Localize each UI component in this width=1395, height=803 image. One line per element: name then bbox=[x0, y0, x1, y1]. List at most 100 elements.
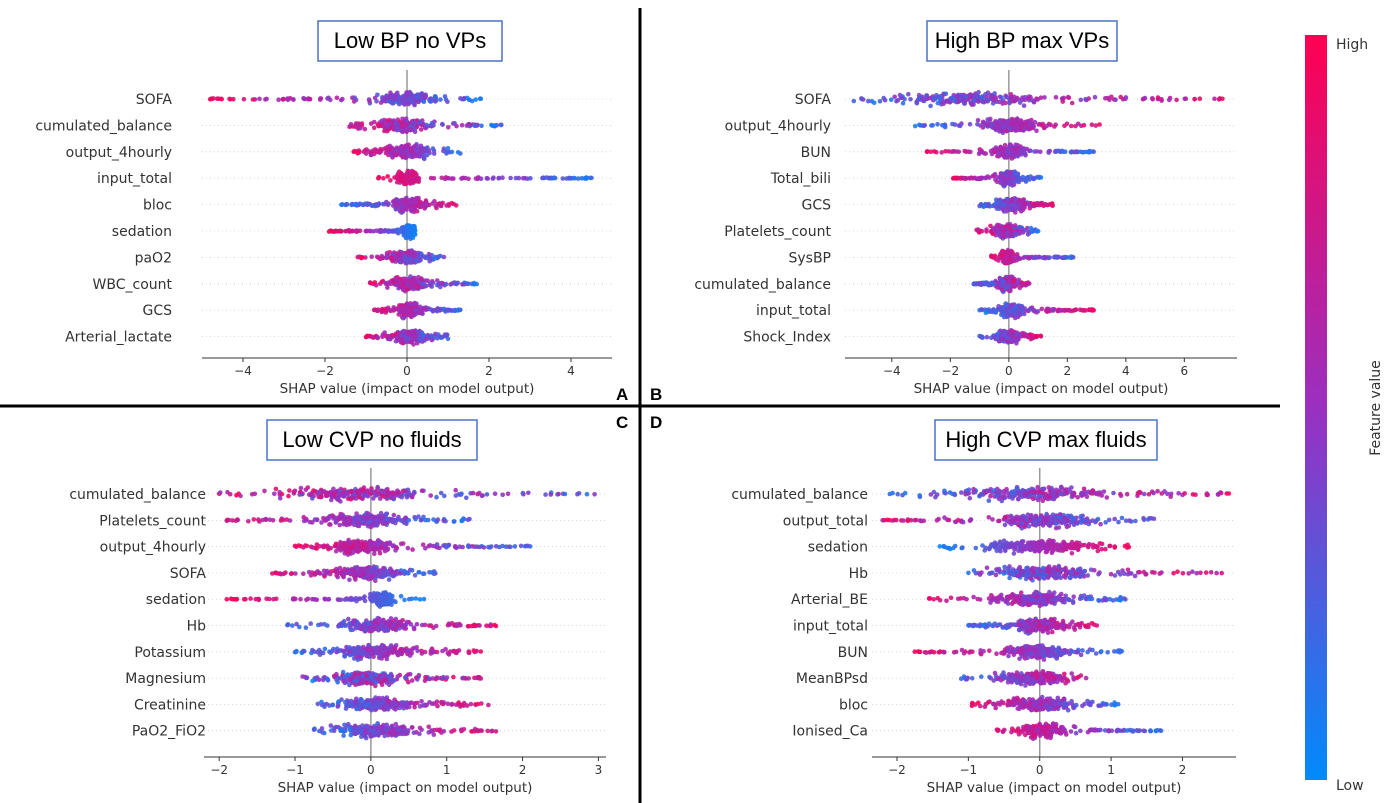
shap-point bbox=[425, 336, 430, 342]
shap-point bbox=[983, 151, 988, 156]
shap-point bbox=[1093, 123, 1099, 128]
shap-point bbox=[1003, 122, 1009, 127]
feature-label: Total_bili bbox=[770, 171, 831, 187]
shap-point bbox=[584, 175, 589, 181]
shap-point bbox=[438, 281, 443, 286]
shap-point bbox=[372, 280, 378, 285]
shap-point bbox=[426, 251, 432, 257]
shap-point bbox=[455, 150, 461, 155]
shap-point bbox=[1001, 279, 1006, 284]
shap-point bbox=[412, 143, 417, 149]
shap-point bbox=[445, 307, 451, 313]
shap-point bbox=[1166, 97, 1172, 103]
shap-point bbox=[401, 127, 407, 132]
shap-point bbox=[1083, 97, 1088, 102]
shap-point bbox=[442, 94, 448, 99]
shap-point bbox=[408, 123, 413, 129]
shap-point bbox=[1051, 307, 1057, 313]
shap-point bbox=[918, 123, 923, 128]
feature-swarm bbox=[355, 248, 447, 266]
shap-point bbox=[944, 99, 949, 104]
shap-point bbox=[1052, 254, 1057, 260]
shap-point bbox=[421, 156, 427, 161]
feature-swarm bbox=[974, 221, 1041, 241]
shap-point bbox=[337, 228, 342, 234]
shap-point bbox=[385, 285, 390, 290]
shap-point bbox=[1113, 97, 1118, 102]
shap-point bbox=[1009, 156, 1015, 161]
shap-point bbox=[381, 228, 387, 234]
shap-point bbox=[1011, 279, 1016, 284]
shap-point bbox=[406, 101, 411, 107]
shap-point bbox=[390, 228, 395, 234]
shap-point bbox=[325, 96, 330, 101]
shap-point bbox=[381, 176, 386, 181]
panel-title: High BP max VPs bbox=[935, 28, 1109, 53]
shap-point bbox=[1053, 148, 1059, 154]
shap-point bbox=[411, 333, 416, 338]
shap-point bbox=[1003, 93, 1008, 99]
x-tick-label: 4 bbox=[1122, 364, 1130, 378]
shap-point bbox=[997, 200, 1003, 205]
shap-point bbox=[388, 255, 394, 260]
shap-point bbox=[385, 333, 391, 339]
shap-point bbox=[1035, 97, 1040, 102]
shap-point bbox=[928, 103, 933, 109]
shap-point bbox=[417, 147, 423, 152]
shap-point bbox=[986, 203, 991, 208]
shap-point bbox=[961, 98, 967, 103]
shap-point bbox=[406, 142, 412, 147]
shap-point bbox=[908, 97, 913, 102]
shap-point bbox=[379, 306, 385, 312]
shap-point bbox=[1182, 96, 1188, 102]
feature-swarm bbox=[326, 223, 418, 242]
shap-point bbox=[355, 150, 360, 156]
shap-point bbox=[281, 96, 286, 102]
shap-point bbox=[1007, 256, 1013, 262]
shap-point bbox=[924, 93, 929, 98]
shap-point bbox=[435, 306, 441, 311]
shap-point bbox=[977, 150, 983, 155]
shap-point bbox=[1020, 205, 1026, 211]
shap-point bbox=[1028, 126, 1033, 131]
shap-point bbox=[1018, 150, 1023, 155]
shap-point bbox=[408, 274, 413, 279]
shap-point bbox=[412, 129, 418, 135]
shap-point bbox=[421, 99, 427, 104]
shap-point bbox=[402, 254, 407, 259]
shap-point bbox=[935, 122, 940, 127]
shap-point bbox=[999, 231, 1004, 237]
shap-point bbox=[209, 96, 214, 101]
shap-point bbox=[1003, 254, 1009, 259]
shap-point bbox=[1033, 255, 1038, 261]
shap-point bbox=[1007, 250, 1013, 256]
shap-point bbox=[395, 90, 400, 96]
shap-point bbox=[452, 307, 458, 313]
shap-point bbox=[359, 255, 365, 261]
shap-point bbox=[350, 124, 356, 129]
feature-swarm bbox=[351, 142, 463, 162]
shap-point bbox=[231, 96, 236, 102]
shap-point bbox=[402, 177, 408, 183]
shap-point bbox=[375, 308, 380, 314]
shap-point bbox=[409, 284, 414, 290]
shap-point bbox=[520, 175, 526, 181]
shap-point bbox=[1062, 255, 1068, 260]
shap-point bbox=[459, 122, 465, 128]
shap-point bbox=[361, 149, 367, 154]
shap-point bbox=[422, 206, 428, 211]
shap-point bbox=[402, 101, 407, 106]
shap-point bbox=[420, 307, 426, 312]
feature-label: Arterial_lactate bbox=[65, 330, 172, 346]
feature-label: paO2 bbox=[135, 250, 172, 266]
shap-point bbox=[1016, 202, 1022, 207]
shap-point bbox=[399, 97, 405, 102]
shap-point bbox=[356, 202, 362, 208]
shap-point bbox=[329, 228, 334, 234]
shap-point bbox=[365, 333, 370, 339]
shap-point bbox=[354, 229, 360, 234]
shap-point bbox=[985, 174, 990, 179]
shap-point bbox=[334, 95, 340, 101]
shap-point bbox=[402, 122, 408, 128]
shap-point bbox=[264, 96, 269, 102]
